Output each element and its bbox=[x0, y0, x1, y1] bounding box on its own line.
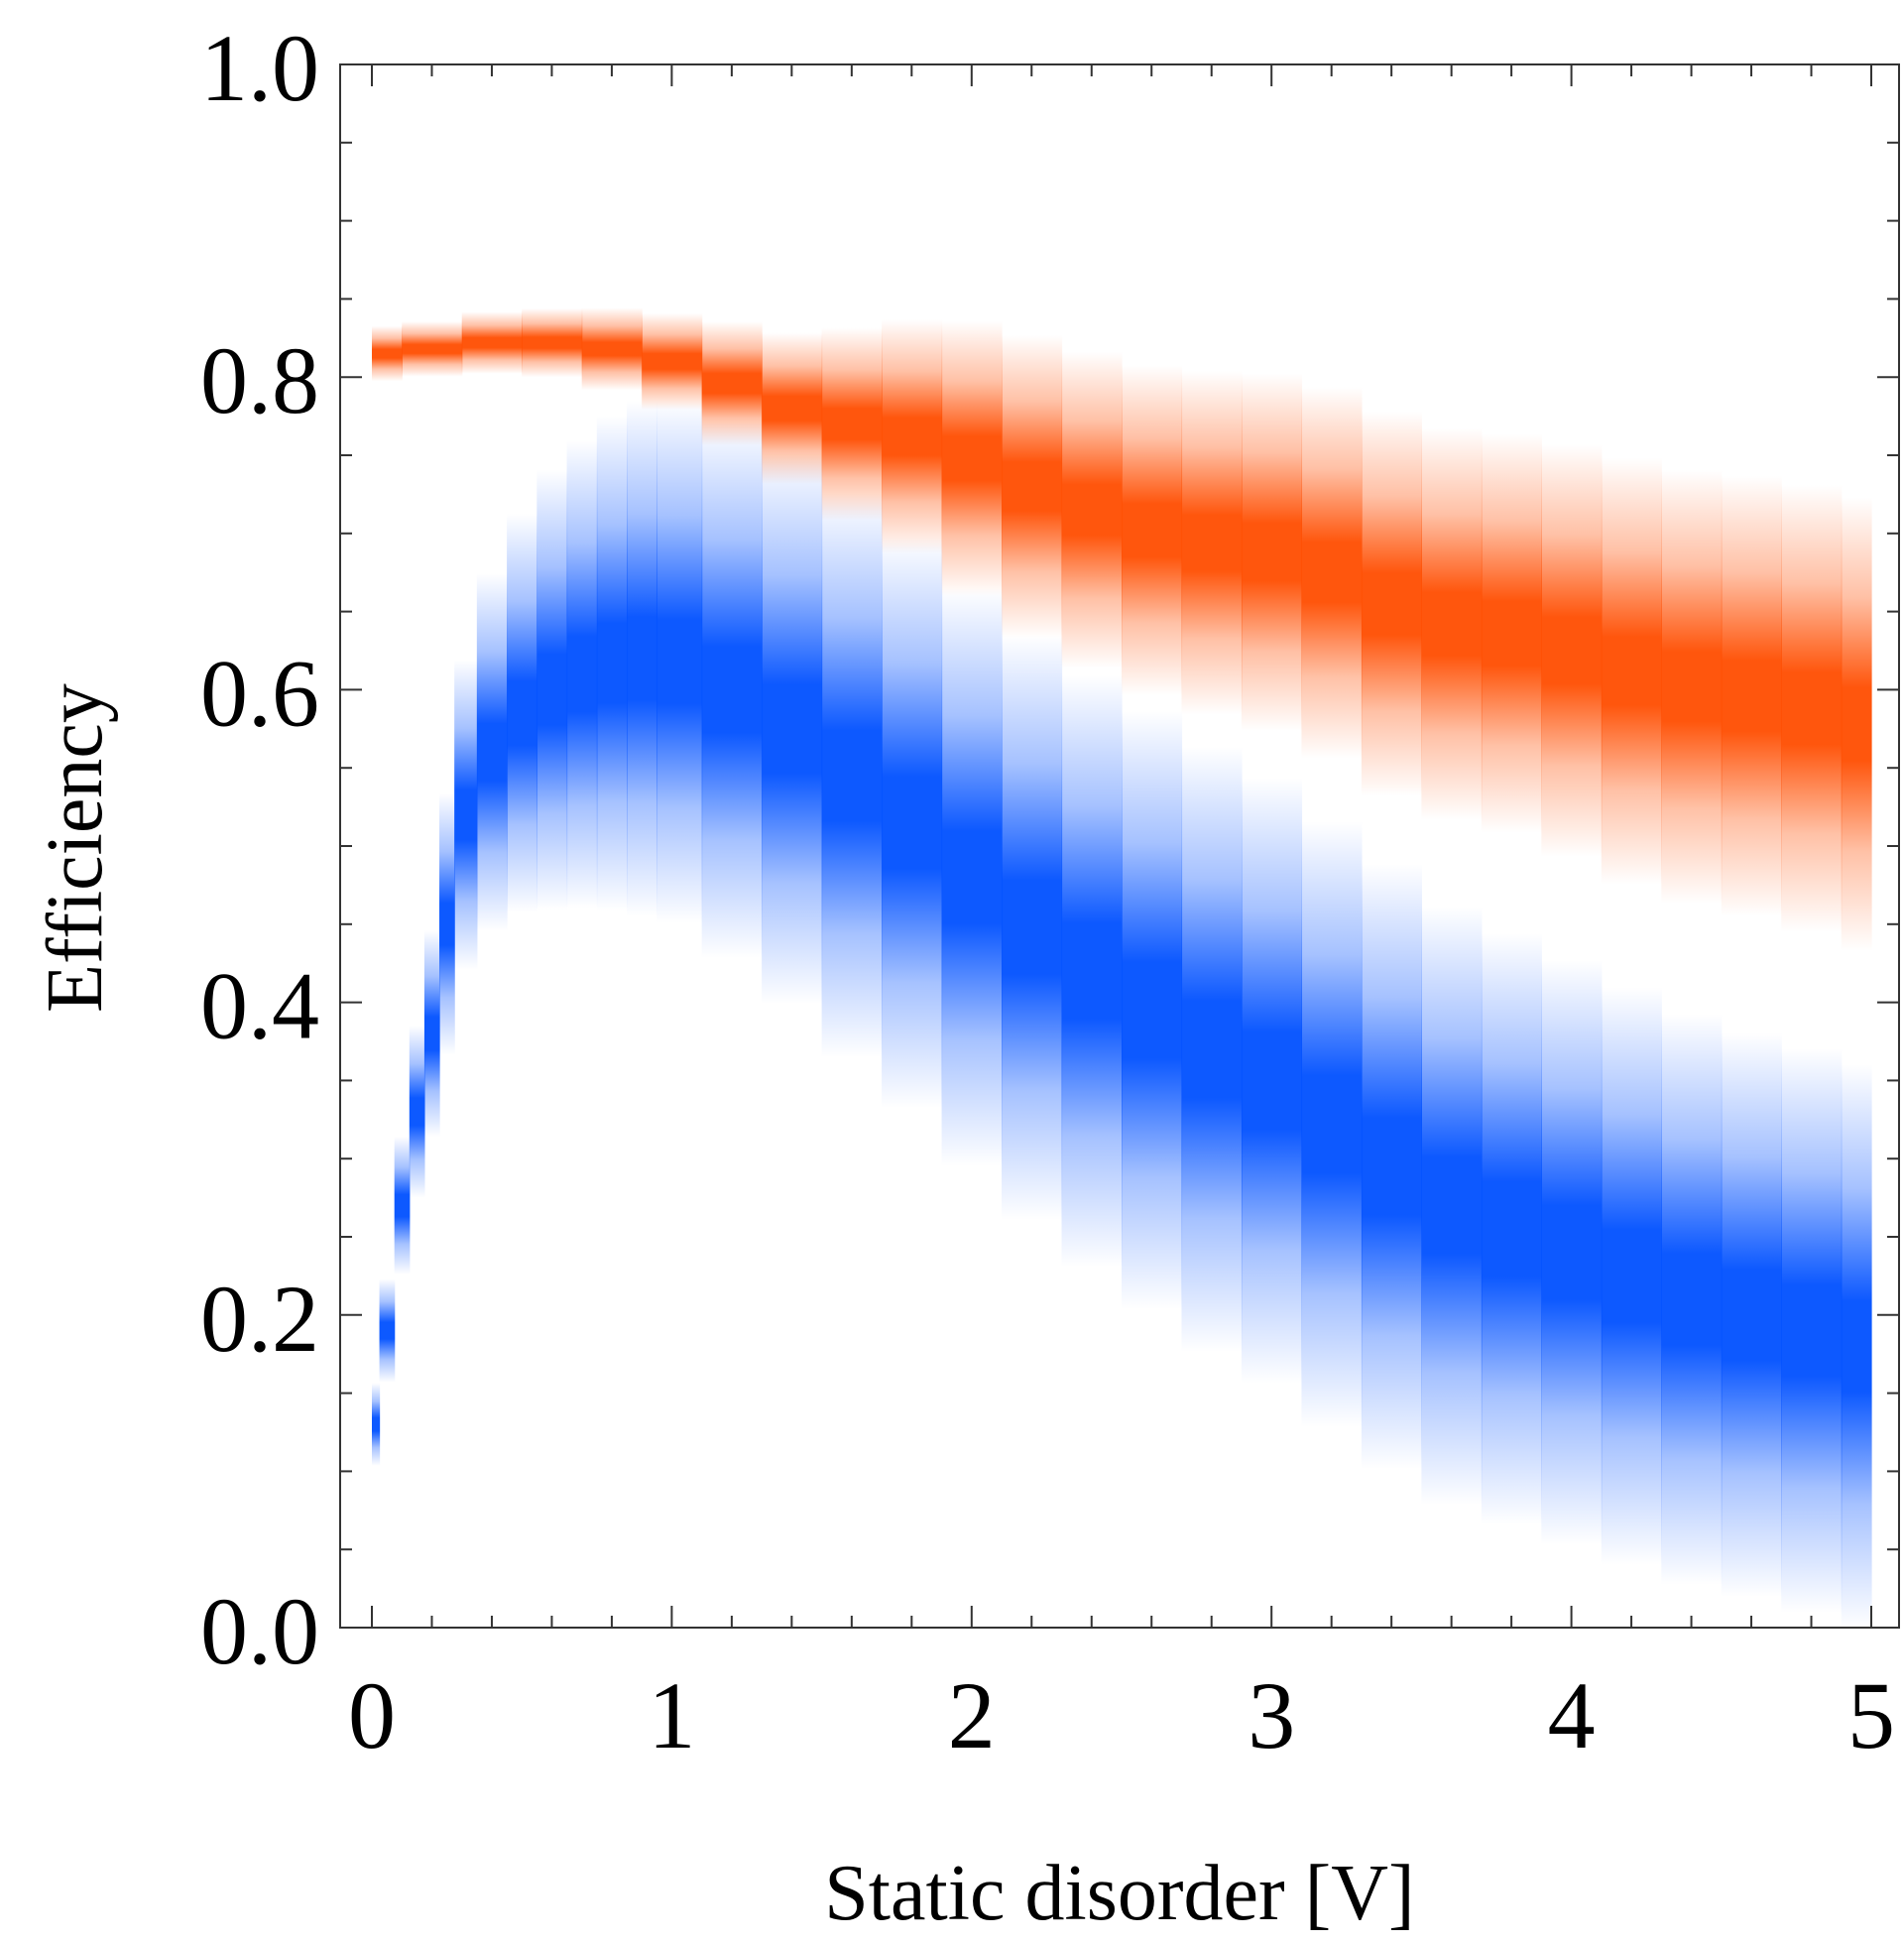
band-segment bbox=[882, 537, 943, 1109]
band-segment bbox=[1481, 433, 1542, 833]
band-segment bbox=[1481, 932, 1542, 1525]
x-tick-label: 4 bbox=[1548, 1662, 1596, 1768]
band-segment bbox=[941, 320, 1003, 596]
x-tick-label: 0 bbox=[348, 1662, 396, 1768]
band-segment bbox=[507, 513, 537, 913]
band-segment bbox=[1181, 746, 1243, 1352]
ticks-layer bbox=[340, 63, 1899, 1629]
band-segment bbox=[536, 469, 568, 911]
band-segment bbox=[1781, 1048, 1843, 1613]
band-segment bbox=[1002, 334, 1063, 639]
band-segment bbox=[372, 1383, 381, 1466]
band-segment bbox=[1541, 960, 1603, 1545]
band-segment bbox=[1361, 411, 1422, 796]
band-segment bbox=[642, 312, 703, 410]
band-segment bbox=[372, 325, 403, 382]
band-segment bbox=[1421, 427, 1483, 820]
band-segment bbox=[1241, 373, 1303, 732]
y-tick-label: 0.8 bbox=[200, 327, 319, 433]
band-segment bbox=[1841, 1064, 1872, 1629]
bands-layer bbox=[372, 307, 1872, 1629]
band-segment bbox=[1721, 475, 1782, 916]
band-segment bbox=[821, 327, 883, 521]
band-segment bbox=[1421, 906, 1483, 1506]
band-segment bbox=[1541, 443, 1603, 858]
band-segment bbox=[1721, 1033, 1782, 1598]
band-segment bbox=[821, 493, 883, 1058]
band-segment bbox=[1122, 365, 1183, 696]
band-segment bbox=[701, 421, 763, 958]
band-segment bbox=[1661, 469, 1723, 904]
x-tick-label: 5 bbox=[1847, 1662, 1895, 1768]
x-axis-label: Static disorder [V] bbox=[824, 1850, 1414, 1937]
band-segment bbox=[1241, 778, 1303, 1384]
band-segment bbox=[1301, 386, 1363, 759]
band-segment bbox=[402, 321, 463, 377]
y-tick-label: 0.0 bbox=[200, 1578, 319, 1684]
y-tick-label: 0.4 bbox=[200, 953, 319, 1059]
x-tick-label: 3 bbox=[1248, 1662, 1295, 1768]
band-segment bbox=[522, 307, 583, 378]
band-segment bbox=[1361, 863, 1422, 1470]
x-tick-label: 1 bbox=[648, 1662, 695, 1768]
y-tick-label: 0.2 bbox=[200, 1266, 319, 1372]
band-segment bbox=[1061, 674, 1123, 1268]
band-segment bbox=[882, 319, 943, 553]
band-segment bbox=[423, 930, 440, 1138]
band-segment bbox=[1122, 710, 1183, 1310]
band-segment bbox=[1002, 635, 1063, 1220]
band-segment bbox=[1841, 497, 1872, 951]
band-segment bbox=[656, 400, 703, 923]
x-tick-label: 2 bbox=[948, 1662, 996, 1768]
band-segment bbox=[394, 1137, 411, 1275]
band-segment bbox=[1061, 351, 1123, 668]
band-segment bbox=[454, 660, 478, 970]
series-band-1 bbox=[372, 400, 1872, 1629]
band-segment bbox=[1661, 1014, 1723, 1585]
band-segment bbox=[1601, 457, 1662, 885]
band-segment bbox=[566, 439, 598, 909]
band-segment bbox=[1781, 484, 1843, 932]
band-segment bbox=[476, 573, 508, 931]
band-segment bbox=[596, 415, 628, 911]
band-segment bbox=[1601, 987, 1662, 1565]
band-segment bbox=[762, 453, 823, 1005]
y-axis-label: Efficiency bbox=[32, 683, 119, 1013]
band-segment bbox=[1181, 370, 1243, 715]
band-segment bbox=[581, 307, 643, 391]
band-segment bbox=[461, 311, 523, 374]
tick-labels-layer: 0 1 2 3 4 5 0.0 0.2 0.4 0.6 0.8 1.0 bbox=[200, 15, 1895, 1768]
band-segment bbox=[627, 400, 657, 916]
band-segment bbox=[379, 1278, 396, 1383]
band-segment bbox=[1301, 821, 1363, 1427]
band-segment bbox=[439, 793, 455, 1055]
band-segment bbox=[941, 588, 1003, 1166]
y-tick-label: 0.6 bbox=[200, 640, 319, 746]
band-segment bbox=[409, 1026, 425, 1198]
y-tick-label: 1.0 bbox=[200, 15, 319, 121]
